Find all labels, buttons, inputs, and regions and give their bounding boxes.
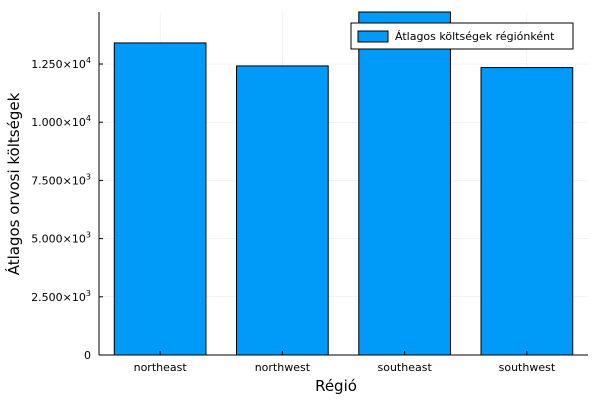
y-tick-label: 2.500×103 — [31, 289, 91, 304]
bars — [113, 11, 574, 356]
x-tick-label: northeast — [134, 361, 188, 374]
x-tick-labels: northeast northwest southeast southwest — [134, 351, 556, 374]
legend-label: Átlagos költségek régiónként — [395, 30, 555, 43]
x-axis-title: Régió — [315, 377, 357, 395]
legend-swatch — [357, 30, 389, 43]
x-tick-label: southwest — [499, 361, 556, 374]
y-axis-title: Átlagos orvosi költségek — [4, 92, 23, 275]
bar-northwest — [236, 65, 329, 356]
y-tick-label: 7.500×103 — [31, 172, 91, 187]
bar-southeast — [358, 11, 451, 356]
bar-southwest — [480, 67, 574, 356]
y-tick-label: 1.000×104 — [31, 114, 91, 129]
x-tick-label: southeast — [377, 361, 432, 374]
y-tick-label: 0 — [84, 349, 91, 362]
x-tick-label: northwest — [255, 361, 311, 374]
bar-northeast — [113, 42, 207, 356]
y-tick-label: 5.000×103 — [31, 231, 91, 246]
legend: Átlagos költségek régiónként — [350, 22, 574, 50]
axes — [98, 12, 588, 356]
y-tick-label: 1.250×104 — [31, 56, 91, 71]
y-tick-labels: 0 2.500×103 5.000×103 7.500×103 1.000×104 1.2… — [31, 56, 103, 362]
